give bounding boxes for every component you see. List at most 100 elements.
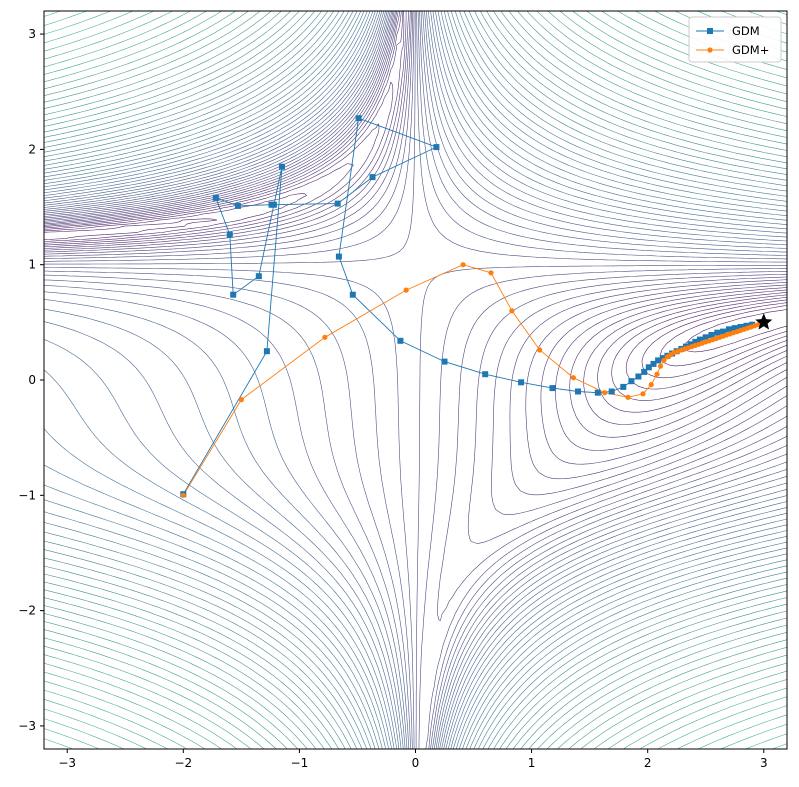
- contour-line: [44, 11, 787, 749]
- series-point-gdm: [655, 357, 662, 364]
- contour-line: [44, 11, 787, 544]
- series-point-gdm: [397, 337, 404, 344]
- contour-line: [44, 11, 787, 749]
- contour-line: [44, 11, 787, 749]
- contour-line: [44, 11, 787, 749]
- contour-line: [44, 11, 787, 749]
- series-point-gdm: [279, 163, 285, 170]
- x-tick-label: 1: [528, 756, 536, 770]
- contour-line: [44, 123, 787, 438]
- contour-line: [641, 302, 787, 379]
- series-point-gdm-plus: [488, 270, 494, 276]
- contour-line: [625, 299, 787, 390]
- contour-line: [44, 81, 787, 451]
- series-point-gdm: [268, 201, 275, 208]
- series-point-gdm: [355, 115, 362, 122]
- series-point-gdm-plus: [238, 397, 244, 403]
- contour-line: [44, 11, 787, 749]
- series-point-gdm: [549, 385, 556, 392]
- contour-line: [44, 11, 787, 496]
- contour-line: [44, 11, 787, 749]
- series-point-gdm-plus: [537, 347, 543, 353]
- contour-line: [44, 11, 787, 749]
- contour-line: [44, 11, 787, 749]
- series-point-gdm: [702, 334, 709, 341]
- contour-line: [44, 11, 787, 621]
- series-point-gdm: [628, 378, 635, 385]
- series-point-gdm-plus: [460, 262, 466, 268]
- series-markers: [180, 115, 761, 498]
- contour-line: [44, 11, 787, 749]
- series-point-gdm: [230, 291, 237, 298]
- series-point-gdm-plus: [654, 371, 660, 377]
- series-point-gdm: [731, 325, 738, 332]
- y-tick-label: −1: [18, 488, 36, 502]
- legend: GDM GDM+: [688, 16, 782, 63]
- series-point-gdm: [255, 273, 262, 280]
- plot-area-background: [44, 11, 787, 749]
- y-tick-label: 0: [28, 373, 36, 387]
- contour-line: [44, 11, 787, 749]
- x-tick-label: −2: [174, 756, 192, 770]
- series-point-gdm-plus: [640, 391, 646, 397]
- contour-line: [44, 11, 787, 749]
- series-point-gdm: [708, 332, 715, 338]
- contour-line: [44, 11, 787, 749]
- legend-gdm-label: GDM: [732, 24, 760, 38]
- contour-line: [44, 11, 787, 749]
- contour-line: [44, 11, 787, 749]
- y-tick-label: 2: [28, 142, 36, 156]
- series-point-gdm: [335, 253, 342, 260]
- y-tick-label: −2: [18, 604, 36, 618]
- series-point-gdm-plus: [570, 375, 577, 381]
- series-point-gdm: [635, 373, 642, 380]
- contour-line: [44, 11, 787, 749]
- contour-line: [44, 11, 787, 465]
- series-point-gdm: [212, 194, 219, 201]
- contour-line: [44, 163, 787, 425]
- contour-line: [44, 11, 787, 749]
- contour-line: [44, 11, 787, 749]
- series-point-gdm: [608, 388, 615, 395]
- contour-line: [44, 11, 787, 749]
- series-point-gdm-plus: [661, 357, 667, 363]
- series-point-gdm-plus: [657, 363, 664, 369]
- target-star-icon: [755, 313, 773, 330]
- series-point-gdm: [737, 324, 744, 330]
- y-tick-label: −3: [18, 719, 36, 733]
- contour-line: [44, 193, 787, 413]
- y-tick-label: 3: [28, 27, 36, 41]
- contour-line: [44, 11, 787, 749]
- contour-line: [44, 11, 787, 749]
- contour-line: [44, 11, 787, 749]
- series-point-gdm: [334, 200, 341, 207]
- contour-line: [44, 11, 787, 749]
- series-point-gdm-plus: [755, 322, 761, 328]
- axis-ticks: −3 −2 −1 0 1 2 3 −3 −2 −1 0 1 2 3: [18, 27, 767, 770]
- series-point-gdm: [234, 202, 241, 209]
- x-tick-label: −3: [58, 756, 76, 770]
- series-point-gdm: [692, 338, 699, 345]
- contour-line: [44, 11, 787, 480]
- series-point-gdm: [226, 231, 233, 238]
- series-point-gdm: [369, 174, 376, 181]
- x-tick-label: 2: [644, 756, 652, 770]
- series-point-gdm: [441, 358, 448, 365]
- legend-gdm-plus-label: GDM+: [732, 43, 769, 57]
- series-point-gdm-plus: [180, 492, 186, 498]
- contour-line: [44, 11, 787, 749]
- series-point-gdm-plus: [625, 394, 631, 400]
- contour-line: [44, 11, 787, 515]
- contour-line: [44, 11, 787, 749]
- contour-line: [44, 11, 787, 749]
- contour-line: [44, 11, 787, 749]
- contour-line: [44, 11, 787, 749]
- x-tick-label: −1: [291, 756, 309, 770]
- target-marker-layer: [755, 313, 773, 330]
- contour-line: [44, 11, 787, 749]
- series-point-gdm-plus: [322, 334, 328, 340]
- series-point-gdm: [726, 326, 732, 333]
- contour-line: [44, 11, 787, 749]
